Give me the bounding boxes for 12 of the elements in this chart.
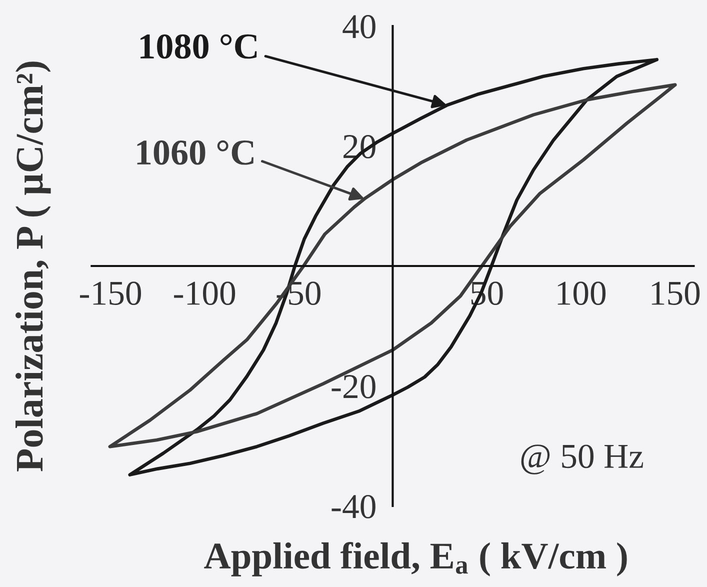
x-tick-label: -100 (174, 282, 236, 306)
x-tick-label: -150 (80, 282, 142, 306)
y-tick-label: 40 (342, 14, 376, 38)
text: 1080 °C (140, 34, 257, 59)
x-tick-label: 100 (558, 282, 606, 306)
annotation: @ 50 Hz (521, 444, 644, 474)
y-axis-title: Polarization, P ( µC/cm²) (15, 62, 51, 472)
y-tick-label: -40 (332, 494, 376, 518)
text: 1060 °C (137, 140, 254, 165)
x-tick-label: 150 (652, 282, 700, 306)
x-axis-title: Applied field, E$_{a}$ ( kV/cm ) (204, 542, 627, 576)
y-tick-label: -20 (332, 374, 376, 398)
